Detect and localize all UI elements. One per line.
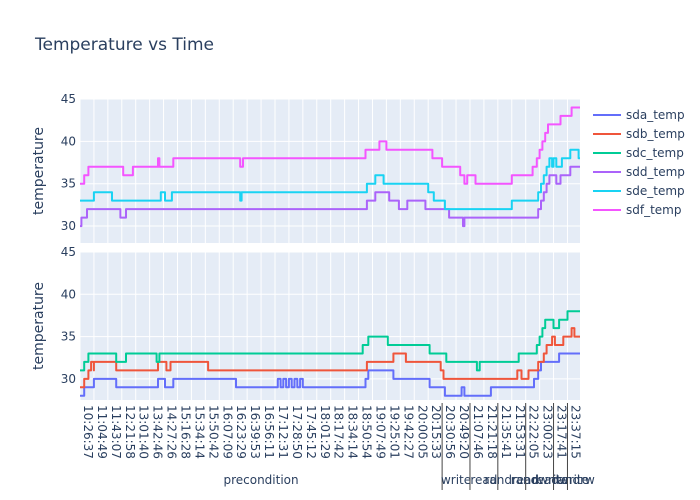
x-axis: 10:26:37 11:04:49 11:43:07 12:21:58 13:01:40… <box>81 405 582 459</box>
legend-item-sdd_temp[interactable]: sdd_temp <box>593 165 685 179</box>
legend-item-sde_temp[interactable]: sde_temp <box>593 184 685 198</box>
y-axis-label: temperature <box>31 127 47 215</box>
x-tick-label: 19:07:49 <box>373 405 387 459</box>
x-tick-label: 13:01:40 <box>137 405 151 459</box>
x-tick-label: 20:30:56 <box>443 405 457 459</box>
legend-label: sde_temp <box>626 184 685 198</box>
phase-label: precondition <box>223 473 298 487</box>
x-tick-label: 23:37:15 <box>568 405 582 459</box>
x-tick-label: 21:07:46 <box>471 405 485 459</box>
x-tick-label: 20:15:33 <box>429 405 443 459</box>
x-tick-label: 21:35:41 <box>499 405 513 459</box>
y-tick-label: 30 <box>61 219 76 233</box>
legend-item-sdb_temp[interactable]: sdb_temp <box>593 127 685 141</box>
x-tick-label: 18:34:14 <box>346 405 360 459</box>
phase-annotations: precondition write readrandreadrandwritere… <box>223 403 595 490</box>
phase-label: randrw <box>553 473 595 487</box>
x-tick-label: 22:22:05 <box>527 405 541 459</box>
plot-background <box>80 99 580 243</box>
phase-label: read <box>470 473 497 487</box>
legend-label: sdf_temp <box>626 203 682 217</box>
series-line-sda_temp[interactable] <box>80 352 580 397</box>
x-tick-label: 23:00:23 <box>541 405 555 459</box>
x-tick-label: 11:04:49 <box>95 405 109 459</box>
series-line-sdd_temp[interactable] <box>80 165 580 228</box>
x-tick-label: 19:42:27 <box>401 405 415 459</box>
legend: sda_temp sdb_temp sdc_temp sdd_temp sde_temp… <box>593 108 685 217</box>
x-tick-label: 18:50:54 <box>360 405 374 459</box>
legend-label: sdc_temp <box>626 146 684 160</box>
legend-label: sdb_temp <box>626 127 685 141</box>
series-line-sdf_temp[interactable] <box>80 106 580 185</box>
subplot-1: 30 35 40 45 temperature <box>31 92 580 243</box>
y-tick-label: 45 <box>61 245 76 259</box>
x-tick-label: 17:12:31 <box>276 405 290 459</box>
series-line-sdc_temp[interactable] <box>80 310 580 372</box>
x-tick-label: 13:42:46 <box>151 405 165 459</box>
legend-item-sda_temp[interactable]: sda_temp <box>593 108 685 122</box>
legend-item-sdc_temp[interactable]: sdc_temp <box>593 146 684 160</box>
x-tick-label: 15:34:14 <box>192 405 206 459</box>
x-tick-label: 10:26:37 <box>81 405 95 459</box>
x-tick-label: 19:25:01 <box>387 405 401 459</box>
phase-label: write <box>441 473 471 487</box>
x-tick-label: 18:17:42 <box>332 405 346 459</box>
legend-label: sda_temp <box>626 108 685 122</box>
x-tick-label: 15:16:28 <box>178 405 192 459</box>
x-tick-label: 17:45:12 <box>304 405 318 459</box>
x-tick-label: 16:39:53 <box>248 405 262 459</box>
chart-title: Temperature vs Time <box>34 35 214 55</box>
y-tick-label: 45 <box>61 92 76 106</box>
legend-item-sdf_temp[interactable]: sdf_temp <box>593 203 682 217</box>
x-tick-label: 20:00:05 <box>415 405 429 459</box>
x-tick-label: 20:49:20 <box>457 405 471 459</box>
x-tick-label: 18:01:29 <box>318 405 332 459</box>
y-tick-label: 40 <box>61 134 76 148</box>
x-tick-label: 23:17:41 <box>555 405 569 459</box>
x-tick-label: 21:21:18 <box>485 405 499 459</box>
x-tick-label: 14:27:26 <box>165 405 179 459</box>
y-axis-label: temperature <box>31 282 47 370</box>
y-tick-label: 30 <box>61 372 76 386</box>
x-tick-label: 16:56:11 <box>262 405 276 459</box>
x-tick-label: 16:07:09 <box>220 405 234 459</box>
y-tick-label: 35 <box>61 330 76 344</box>
x-tick-label: 11:43:07 <box>109 405 123 459</box>
legend-label: sdd_temp <box>626 165 685 179</box>
phase-label: readwrite <box>532 473 589 487</box>
x-tick-label: 17:28:50 <box>290 405 304 459</box>
x-tick-label: 15:50:42 <box>206 405 220 459</box>
subplot-2: 30 35 40 45 temperature <box>31 245 580 400</box>
x-tick-label: 12:21:58 <box>123 405 137 459</box>
plot-background <box>80 252 580 400</box>
series-line-sde_temp[interactable] <box>80 148 580 211</box>
x-tick-label: 16:23:29 <box>234 405 248 459</box>
y-tick-label: 35 <box>61 177 76 191</box>
x-tick-label: 21:53:31 <box>513 405 527 459</box>
y-tick-label: 40 <box>61 287 76 301</box>
